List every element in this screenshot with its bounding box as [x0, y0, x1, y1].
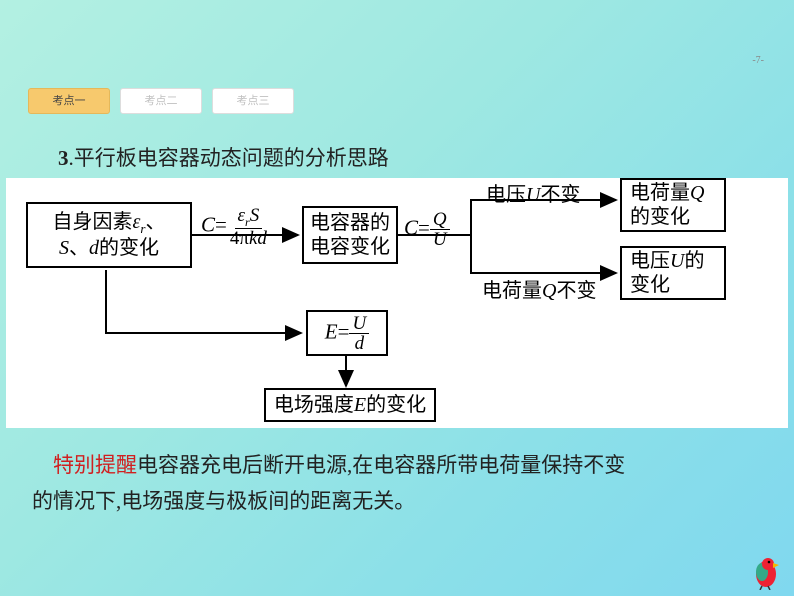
formula-c-eps: C= εrS 4πkd	[201, 206, 270, 248]
note-line2: 的情况下,电场强度与极板间的距离无关。	[32, 489, 415, 513]
box-formula-e: E= U d	[306, 310, 388, 356]
note-line1: 电容器充电后断开电源,在电容器所带电荷量保持不变	[137, 453, 625, 477]
label-u-constant: 电压U不变	[486, 178, 580, 207]
box-q-change: 电荷量Q 的变化	[620, 178, 726, 232]
label-q-constant: 电荷量Q不变	[482, 274, 596, 303]
tab-koaodian-3[interactable]: 考点三	[212, 88, 294, 114]
tab-koaodian-1[interactable]: 考点一	[28, 88, 110, 114]
note-highlight: 特别提醒	[53, 453, 137, 477]
box-capacitance-change: 电容器的 电容变化	[302, 206, 398, 264]
footnote: 特别提醒电容器充电后断开电源,在电容器所带电荷量保持不变 的情况下,电场强度与极…	[32, 448, 764, 519]
box-u-change: 电压U的 变化	[620, 246, 726, 300]
flow-diagram: 自身因素εr、 S、d的变化 C= εrS 4πkd 电容器的 电容变化 C= …	[6, 178, 788, 428]
box-self-factors: 自身因素εr、 S、d的变化	[26, 202, 192, 268]
formula-c-qu: C= Q U	[404, 210, 450, 249]
heading-number: 3	[58, 146, 69, 170]
slide: -7- 考点一 考点二 考点三 3.平行板电容器动态问题的分析思路	[0, 0, 794, 596]
tab-koaodian-2[interactable]: 考点二	[120, 88, 202, 114]
page-number: -7-	[752, 55, 764, 66]
parrot-icon	[744, 550, 784, 590]
heading-text: .平行板电容器动态问题的分析思路	[69, 146, 389, 170]
heading: 3.平行板电容器动态问题的分析思路	[58, 142, 389, 172]
box-e-change: 电场强度E的变化	[264, 388, 436, 422]
tabs: 考点一 考点二 考点三	[28, 88, 294, 114]
